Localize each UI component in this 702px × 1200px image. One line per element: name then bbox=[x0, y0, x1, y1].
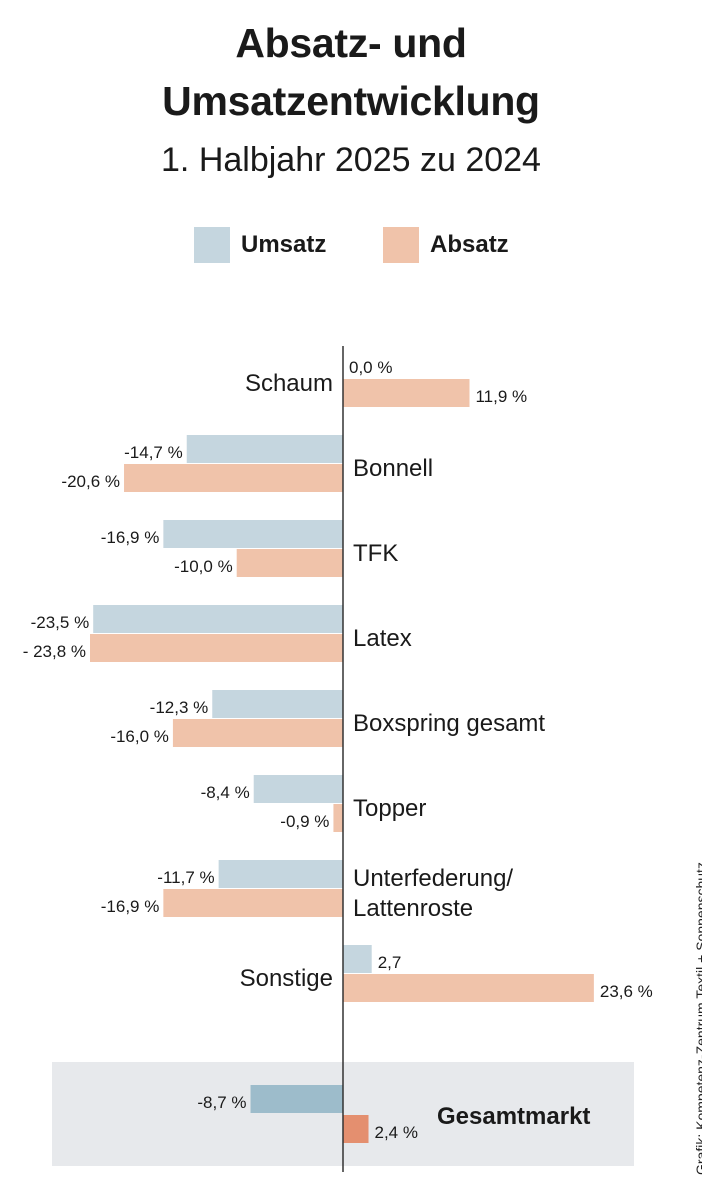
bar-umsatz-gesamtmarkt bbox=[250, 1085, 343, 1113]
value-label-umsatz-tfk: -16,9 % bbox=[101, 528, 160, 547]
value-label-absatz-schaum: 11,9 % bbox=[475, 387, 527, 406]
bar-absatz-sonstige bbox=[343, 974, 594, 1002]
value-label-umsatz-latex: -23,5 % bbox=[31, 613, 90, 632]
legend-swatch-umsatz bbox=[194, 227, 230, 263]
value-label-umsatz-sonstige: 2,7 bbox=[378, 953, 402, 972]
bar-umsatz-latex bbox=[93, 605, 343, 633]
legend-label-umsatz: Umsatz bbox=[241, 231, 327, 258]
value-label-umsatz-boxspring-gesamt: -12,3 % bbox=[150, 698, 209, 717]
bar-absatz-topper bbox=[333, 804, 343, 832]
category-label-schaum-line: Schaum bbox=[245, 370, 333, 397]
category-label-latex-line: Latex bbox=[353, 625, 412, 652]
category-label-unterfederung-lattenroste-line: Unterfederung/ bbox=[353, 865, 513, 892]
value-label-absatz-sonstige: 23,6 % bbox=[600, 982, 653, 1001]
chart-subtitle: 1. Halbjahr 2025 zu 2024 bbox=[161, 141, 541, 179]
bar-umsatz-sonstige bbox=[343, 945, 372, 973]
value-label-umsatz-schaum: 0,0 % bbox=[349, 358, 392, 377]
value-label-absatz-topper: -0,9 % bbox=[280, 812, 329, 831]
category-label-boxspring-gesamt-line: Boxspring gesamt bbox=[353, 710, 545, 737]
bar-absatz-bonnell bbox=[124, 464, 343, 492]
bar-absatz-tfk bbox=[236, 549, 343, 577]
category-label-topper-line: Topper bbox=[353, 795, 426, 822]
legend-item-umsatz: Umsatz bbox=[194, 227, 326, 263]
category-label-sonstige-line: Sonstige bbox=[240, 965, 333, 992]
bar-absatz-boxspring-gesamt bbox=[172, 719, 343, 747]
category-label-schaum: Schaum bbox=[245, 370, 333, 397]
value-label-umsatz-topper: -8,4 % bbox=[201, 783, 250, 802]
bar-absatz-unterfederung-lattenroste bbox=[163, 889, 343, 917]
value-label-umsatz-gesamtmarkt: -8,7 % bbox=[197, 1093, 246, 1112]
value-label-absatz-unterfederung-lattenroste: -16,9 % bbox=[101, 897, 160, 916]
legend-label-absatz: Absatz bbox=[430, 231, 509, 258]
value-label-absatz-bonnell: -20,6 % bbox=[61, 472, 120, 491]
category-label-gesamtmarkt: Gesamtmarkt bbox=[437, 1103, 590, 1130]
category-label-tfk-line: TFK bbox=[353, 540, 398, 567]
category-label-tfk: TFK bbox=[353, 540, 398, 567]
bar-umsatz-topper bbox=[253, 775, 343, 803]
value-label-umsatz-unterfederung-lattenroste: -11,7 % bbox=[157, 868, 214, 887]
value-label-absatz-tfk: -10,0 % bbox=[174, 557, 233, 576]
category-label-bonnell-line: Bonnell bbox=[353, 455, 433, 482]
legend-item-absatz: Absatz bbox=[383, 227, 509, 263]
bar-absatz-latex bbox=[90, 634, 343, 662]
category-label-unterfederung-lattenroste: Unterfederung/Lattenroste bbox=[353, 865, 513, 922]
category-label-bonnell: Bonnell bbox=[353, 455, 433, 482]
bar-umsatz-unterfederung-lattenroste bbox=[218, 860, 343, 888]
bar-umsatz-boxspring-gesamt bbox=[212, 690, 343, 718]
value-label-absatz-gesamtmarkt: 2,4 % bbox=[375, 1123, 418, 1142]
credit-text: Grafik: Kompetenz-Zentrum Textil + Sonne… bbox=[693, 862, 702, 1175]
bar-absatz-schaum bbox=[343, 379, 470, 407]
bar-absatz-gesamtmarkt bbox=[343, 1115, 369, 1143]
category-label-latex: Latex bbox=[353, 625, 412, 652]
chart-title-line2: Umsatzentwicklung bbox=[162, 78, 540, 124]
bar-umsatz-tfk bbox=[163, 520, 343, 548]
chart-title-line1: Absatz- und bbox=[235, 20, 467, 66]
bar-umsatz-bonnell bbox=[186, 435, 343, 463]
legend-swatch-absatz bbox=[383, 227, 419, 263]
value-label-umsatz-bonnell: -14,7 % bbox=[124, 443, 183, 462]
category-label-unterfederung-lattenroste-line: Lattenroste bbox=[353, 895, 473, 922]
value-label-absatz-boxspring-gesamt: -16,0 % bbox=[110, 727, 169, 746]
category-label-boxspring-gesamt: Boxspring gesamt bbox=[353, 710, 545, 737]
value-label-absatz-latex: - 23,8 % bbox=[23, 642, 86, 661]
category-label-sonstige: Sonstige bbox=[240, 965, 333, 992]
category-label-topper: Topper bbox=[353, 795, 426, 822]
